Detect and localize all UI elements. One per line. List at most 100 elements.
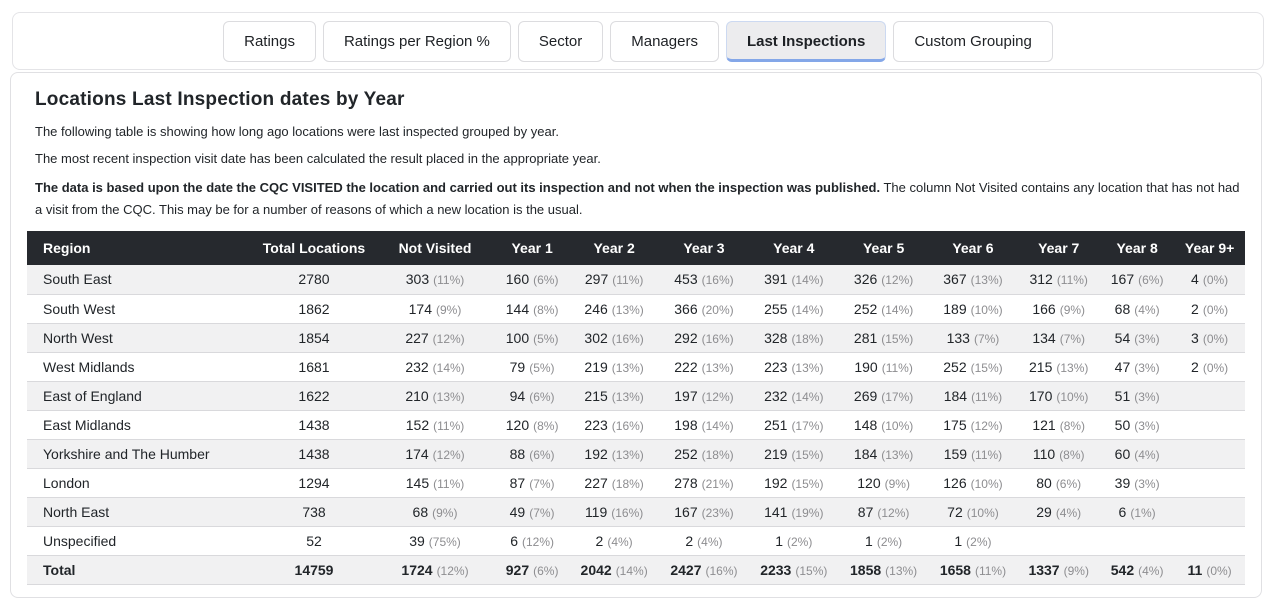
cell-percent: (2%) [787, 534, 813, 549]
cell-value: 87 [857, 503, 874, 520]
column-header-year-4: Year 4 [748, 231, 839, 265]
count-cell: 145 (11%) [375, 468, 495, 498]
cell-percent: (0%) [1202, 273, 1229, 288]
region-cell: London [27, 468, 253, 498]
count-cell: 927 (6%) [495, 555, 570, 585]
count-cell: 175 (12%) [928, 410, 1018, 440]
note-bold-text: The data is based upon the date the CQC … [35, 180, 881, 195]
tab-sector[interactable]: Sector [517, 20, 604, 62]
count-cell: 148 (10%) [838, 410, 929, 440]
total-locations-cell: 14759 [253, 555, 375, 585]
cell-percent: (12%) [432, 447, 465, 462]
count-cell [1100, 526, 1175, 556]
count-cell: 189 (10%) [928, 294, 1018, 324]
cell-value: 47 [1114, 358, 1131, 375]
count-cell: 184 (13%) [838, 439, 929, 469]
count-cell: 1 (2%) [928, 526, 1018, 556]
tab-ratings-per-region[interactable]: Ratings per Region % [322, 20, 511, 62]
total-locations-cell: 52 [253, 526, 375, 556]
tab-ratings[interactable]: Ratings [223, 20, 316, 62]
cell-value: 3 [1191, 329, 1199, 346]
cell-percent: (14%) [615, 563, 648, 578]
count-cell: 6 (12%) [495, 526, 570, 556]
count-cell: 2 (4%) [659, 526, 749, 556]
cell-percent: (15%) [791, 476, 824, 491]
table-row: London 1294 145 (11%) 87 (7%) 227 (18%) 278 (21%)… [27, 468, 1245, 498]
cell-percent: (14%) [432, 360, 465, 375]
cell-value: 198 [674, 416, 698, 433]
count-cell: 192 (13%) [569, 439, 660, 469]
cell-value: 144 [505, 300, 530, 317]
tab-managers[interactable]: Managers [610, 20, 719, 62]
cell-value: 79 [509, 358, 526, 375]
count-cell [1174, 526, 1245, 556]
cell-value: 255 [764, 300, 788, 317]
count-cell: 184 (11%) [928, 381, 1018, 411]
column-header-year-3: Year 3 [659, 231, 749, 265]
cell-percent: (9%) [436, 302, 462, 317]
cell-percent: (10%) [970, 302, 1003, 317]
intro-line-2: The most recent inspection visit date ha… [35, 151, 601, 166]
table-body: South East 2780 303 (11%) 160 (6%) 297 (11%) 453… [27, 265, 1245, 585]
count-cell: 100 (5%) [495, 323, 570, 353]
table-row: South West 1862 174 (9%) 144 (8%) 246 (13%) 366(… [27, 294, 1245, 324]
count-cell: 51 (3%) [1100, 381, 1175, 411]
region-cell: North East [27, 497, 253, 527]
count-cell [1017, 526, 1101, 556]
count-cell [1174, 439, 1245, 469]
cell-percent: (14%) [791, 273, 824, 288]
cell-value: 68 [412, 503, 429, 520]
cell-percent: (8%) [1059, 447, 1085, 462]
count-cell: 121 (8%) [1017, 410, 1101, 440]
cell-value: 119 [584, 503, 608, 520]
total-locations-cell: 2780 [253, 265, 375, 295]
count-cell: 120 (9%) [838, 468, 929, 498]
cell-percent: (6%) [1055, 476, 1082, 491]
count-cell: 50 (3%) [1100, 410, 1175, 440]
cell-percent: (0%) [1202, 360, 1229, 375]
count-cell: 152 (11%) [375, 410, 495, 440]
cell-value: 39 [409, 532, 425, 549]
count-cell: 367 (13%) [928, 265, 1018, 295]
count-cell: 3 (0%) [1174, 323, 1245, 353]
count-cell: 252 (18%) [659, 439, 749, 469]
cell-value: 174 [405, 445, 429, 462]
column-header-year-9: Year 9+ [1174, 231, 1245, 265]
total-locations-cell: 1854 [253, 323, 375, 353]
count-cell: 39 (3%) [1100, 468, 1175, 498]
total-locations-cell: 738 [253, 497, 375, 527]
cell-percent: (13%) [885, 563, 918, 578]
tab-custom-grouping[interactable]: Custom Grouping [893, 20, 1053, 62]
count-cell: 312 (11%) [1017, 265, 1101, 295]
count-cell: 219 (13%) [569, 352, 660, 382]
cell-value: 219 [584, 358, 608, 375]
cell-percent: (13%) [611, 389, 644, 404]
cell-value: 1337 [1028, 561, 1060, 578]
tab-last-inspections[interactable]: Last Inspections [725, 20, 887, 62]
count-cell: 198 (14%) [659, 410, 749, 440]
cell-percent: (12%) [877, 505, 910, 520]
cell-percent: (16%) [701, 273, 734, 288]
count-cell: 80 (6%) [1017, 468, 1101, 498]
cell-value: 2 [595, 532, 604, 549]
cell-percent: (4%) [1134, 302, 1160, 317]
count-cell: 1337 (9%) [1017, 555, 1101, 585]
cell-percent: (17%) [881, 389, 914, 404]
cell-percent: (6%) [533, 273, 559, 288]
cell-value: 6 [1118, 503, 1127, 520]
region-cell: North West [27, 323, 253, 353]
cell-value: 219 [764, 445, 788, 462]
count-cell: 174 (9%) [375, 294, 495, 324]
cell-value: 174 [408, 300, 432, 317]
cell-value: 227 [405, 329, 429, 346]
cell-percent: (8%) [533, 302, 559, 317]
cell-value: 2 [1191, 300, 1199, 317]
count-cell: 2 (0%) [1174, 294, 1245, 324]
region-cell: East Midlands [27, 410, 253, 440]
cell-percent: (7%) [529, 505, 555, 520]
cell-value: 2 [1191, 358, 1199, 375]
cell-percent: (3%) [1134, 389, 1160, 404]
cell-value: 175 [943, 416, 967, 433]
count-cell: 119 (16%) [569, 497, 660, 527]
count-cell: 87 (12%) [838, 497, 929, 527]
